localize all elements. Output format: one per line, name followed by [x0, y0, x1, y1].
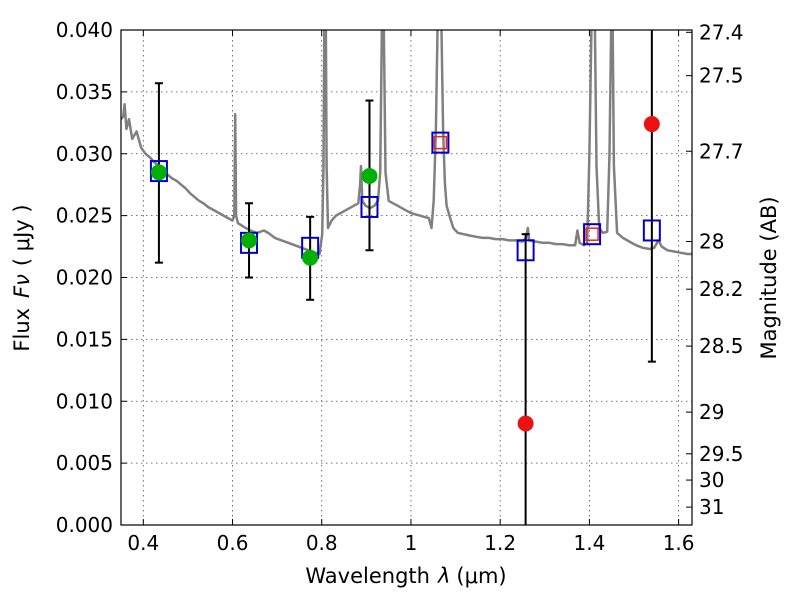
- magnitude-tick-label: 27.4: [699, 20, 744, 44]
- x-axis-label-prefix: Wavelength: [305, 564, 430, 588]
- magnitude-tick-label: 28.5: [699, 334, 744, 358]
- upper-limit-square: [585, 227, 599, 241]
- y-tick-label: 0.005: [56, 451, 113, 475]
- x-tick-label: 0.6: [217, 531, 249, 555]
- magnitude-axis-label: Magnitude (AB): [757, 196, 781, 359]
- spectrum-line: [121, 30, 692, 256]
- magnitude-tick-label: 28: [699, 229, 724, 253]
- x-axis-label-symbol: λ: [437, 564, 450, 588]
- model-square: [516, 239, 535, 262]
- magnitude-tick-label: 29.5: [699, 442, 744, 466]
- magnitude-tick-label: 31: [699, 495, 724, 519]
- magnitude-tick-label: 27.7: [699, 139, 744, 163]
- y-axis-label-symbol: Fν: [10, 274, 34, 298]
- grid: [121, 30, 692, 525]
- y-axis-label-prefix: Flux: [10, 308, 34, 352]
- x-tick-label: 0.4: [127, 531, 159, 555]
- magnitude-tick-label: 29: [699, 400, 724, 424]
- x-tick-label: 1.2: [484, 531, 516, 555]
- template-spectrum: [121, 30, 692, 256]
- y-tick-label: 0.030: [56, 142, 113, 166]
- magnitude-tick-label: 28.2: [699, 277, 744, 301]
- model-square: [431, 131, 450, 154]
- x-tick-label: 1.4: [573, 531, 605, 555]
- y-tick-label: 0.020: [56, 266, 113, 290]
- y-axis-label: Flux Fν ( μJy ): [10, 204, 34, 351]
- y-tick-label: 0.025: [56, 204, 113, 228]
- model-square: [642, 219, 661, 242]
- magnitude-tick-label: 27.5: [699, 64, 744, 88]
- y-tick-label: 0.010: [56, 389, 113, 413]
- model-square: [583, 223, 602, 246]
- x-axis-label-unit: (μm): [456, 564, 506, 588]
- model-square: [360, 195, 379, 218]
- y-axis-label-unit: ( μJy ): [10, 204, 34, 266]
- x-tick-label: 1.6: [663, 531, 695, 555]
- low-sn-point: [643, 116, 660, 133]
- model-points: [149, 131, 661, 262]
- y-tick-label: 0.035: [56, 80, 113, 104]
- y-tick-label: 0.000: [56, 513, 113, 537]
- detection-point: [361, 168, 378, 185]
- measured-points: [150, 116, 660, 432]
- low-sn-point: [517, 415, 534, 432]
- error-bars: [154, 30, 656, 525]
- detection-point: [150, 164, 167, 181]
- magnitude-tick-label: 30: [699, 468, 724, 492]
- model-square: [149, 160, 168, 183]
- x-axis: 0.4 0.6 0.8 1 1.2 1.4 1.6: [127, 30, 695, 555]
- y-axis: 0.000 0.005 0.010 0.015 0.020 0.025 0.030 0.035…: [56, 18, 127, 537]
- magnitude-axis: 27.4 27.5 27.7 28 28.2 28.5 29 29.530 31: [686, 20, 744, 519]
- y-tick-label: 0.015: [56, 327, 113, 351]
- detection-point: [241, 232, 258, 249]
- x-tick-label: 1: [405, 531, 418, 555]
- detection-point: [302, 249, 319, 266]
- y-tick-label: 0.040: [56, 18, 113, 42]
- upper-limit-square: [433, 135, 448, 150]
- x-axis-label: Wavelength λ (μm): [305, 564, 506, 588]
- x-tick-label: 0.8: [306, 531, 338, 555]
